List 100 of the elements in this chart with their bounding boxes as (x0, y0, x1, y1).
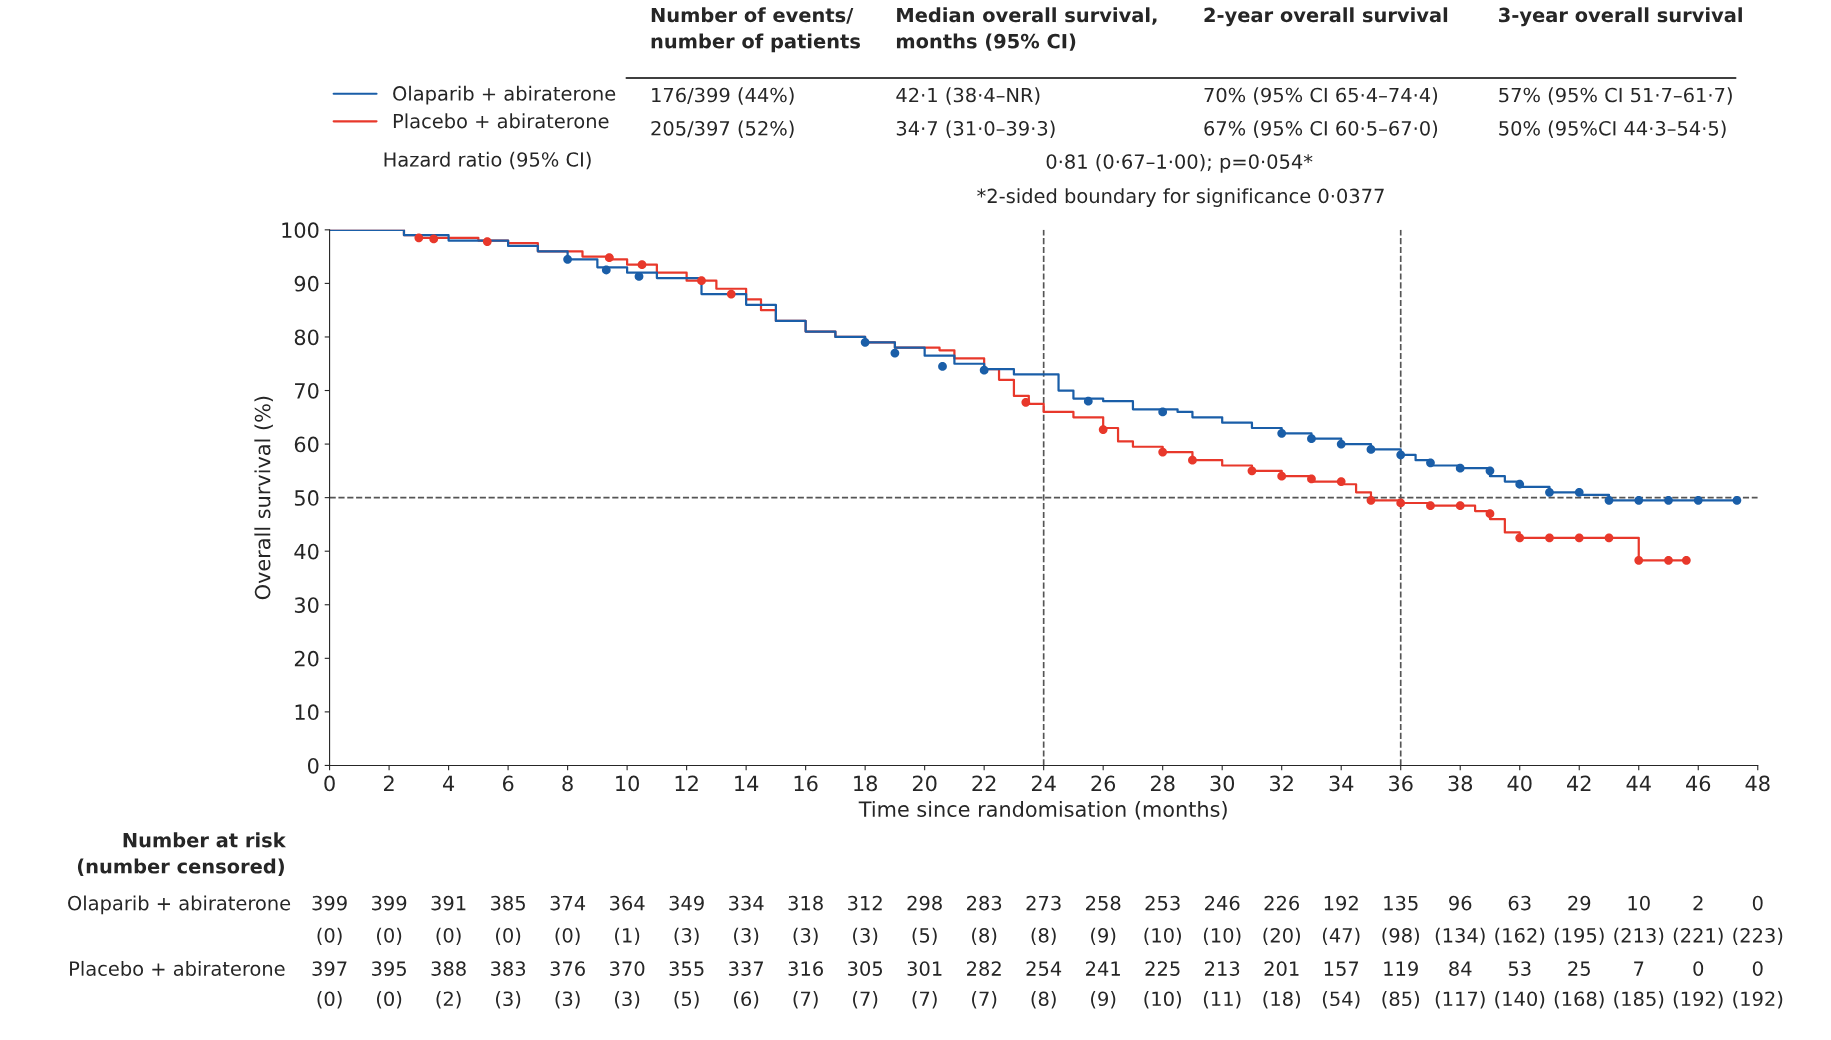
x-tick-label: 26 (1091, 775, 1116, 792)
point (601, 265, 611, 275)
x-tick-label: 36 (1389, 775, 1413, 792)
point (1366, 445, 1376, 454)
point (1426, 458, 1435, 468)
point (1396, 450, 1406, 460)
text: (0) (0) (2) (3) (3) (3) (5) (6) (7) (7) (7) (7) (8) (9) (10) (11) (18) (54) (85) (117) (140) (168) (185) (192) (192) (317, 991, 1783, 1009)
x-tick-label: 24 (1031, 775, 1056, 791)
text: 2-year overall survival (1204, 7, 1448, 27)
point (1604, 495, 1614, 505)
text: *2-sided boundary for significance 0·0377 (977, 188, 1384, 208)
text: Olaparib + abiraterone (68, 895, 291, 915)
point (697, 276, 706, 286)
text: (0) (0) (0) (0) (0) (1) (3) (3) (3) (3) (5) (8) (8) (9) (10) (10) (20) (47) (98) (134) (162) (195) (213) (221) (223) (317, 927, 1783, 945)
point (429, 234, 439, 244)
x-tick-label: 38 (1448, 775, 1473, 792)
x-tick-label: 10 (616, 775, 639, 792)
x-tick-label: 40 (1507, 775, 1532, 792)
x-tick-label: 22 (972, 775, 996, 791)
y-axis-title: Overall survival (%) (254, 396, 273, 600)
x-tick-label: 20 (912, 775, 937, 792)
point (1693, 495, 1703, 505)
point (1098, 425, 1108, 435)
x-tick-label: 46 (1686, 775, 1711, 792)
legend-label: Olaparib + abiraterone (393, 85, 616, 105)
point (1426, 501, 1435, 511)
x-tick-label: 8 (562, 775, 573, 792)
point (890, 348, 900, 358)
text: 70% (95% CI 65·4–74·4) (1204, 87, 1438, 105)
y-tick-label: 30 (294, 597, 319, 613)
point (1515, 479, 1525, 489)
point (1545, 533, 1554, 543)
y-tick-label: 90 (294, 275, 319, 292)
x-tick-label: 30 (1210, 775, 1235, 792)
point (1574, 533, 1584, 543)
x-tick-label: 0 (324, 775, 335, 792)
point (1247, 466, 1257, 476)
point (1366, 495, 1376, 505)
y-tick-label: 10 (295, 704, 319, 721)
point (1396, 498, 1406, 508)
y-tick-label: 60 (294, 436, 319, 453)
y-tick-label: 50 (294, 490, 319, 506)
point (1083, 396, 1093, 406)
point (860, 337, 870, 347)
point (1545, 487, 1554, 497)
text: 42·1 (38·4–NR) (896, 87, 1040, 105)
x-tick-label: 14 (735, 775, 759, 791)
y-tick-label: 20 (294, 650, 319, 667)
text: 205/397 (52%) (651, 120, 794, 138)
text: Number at risk (number censored) (77, 832, 287, 876)
legend-label: Placebo + abiraterone (393, 113, 609, 129)
point (1455, 463, 1465, 473)
point (637, 260, 647, 270)
point (1307, 434, 1316, 444)
x-tick-label: 18 (854, 775, 877, 792)
point (1664, 555, 1673, 565)
point (1604, 533, 1614, 543)
x-tick-label: 4 (442, 775, 455, 791)
text: Placebo + abiraterone (70, 960, 285, 976)
point (604, 253, 614, 263)
point (938, 362, 947, 371)
point (1307, 474, 1316, 484)
text: Median overall survival, months (95% CI) (896, 7, 1157, 51)
x-tick-label: 32 (1270, 775, 1293, 792)
point (1681, 555, 1691, 565)
text: 3-year overall survival (1499, 7, 1742, 27)
text: 0·81 (0·67–1·00); p=0·054* (1046, 153, 1313, 173)
text: Number of events/ number of patients (651, 7, 860, 53)
point (1455, 501, 1465, 511)
x-tick-label: 34 (1329, 775, 1354, 792)
point (1021, 397, 1031, 407)
point (1277, 428, 1287, 438)
point (482, 237, 492, 247)
text: 50% (95%CI 44·3–54·5) (1499, 120, 1726, 138)
point (1515, 533, 1525, 543)
text: 57% (95% CI 51·7–61·7) (1499, 87, 1732, 105)
point (634, 272, 644, 281)
point (1158, 447, 1168, 457)
x-tick-label: 2 (383, 775, 394, 791)
y-tick-label: 80 (294, 329, 319, 346)
x-tick-label: 12 (675, 775, 698, 791)
x-tick-label: 48 (1745, 775, 1770, 792)
point (726, 289, 736, 299)
point (1485, 466, 1495, 476)
point (1664, 495, 1673, 505)
point (979, 365, 989, 375)
text: 397 395 388 383 376 370 355 337 316 305 301 282 254 241 225 213 201 157 119 84 53 25 7 0 0 (312, 961, 1763, 976)
x-axis-title: Time since randomisation (months) (858, 800, 1227, 820)
point (1732, 495, 1742, 505)
point (1485, 509, 1495, 519)
y-tick-label: 40 (294, 543, 319, 560)
point (1634, 555, 1644, 565)
point (1574, 487, 1584, 497)
x-tick-label: 16 (794, 775, 818, 792)
point (1277, 471, 1287, 481)
point (1188, 455, 1197, 465)
point (1634, 495, 1644, 505)
point (563, 254, 572, 264)
point (1336, 477, 1346, 486)
text: 67% (95% CI 60·5–67·0) (1204, 120, 1438, 138)
